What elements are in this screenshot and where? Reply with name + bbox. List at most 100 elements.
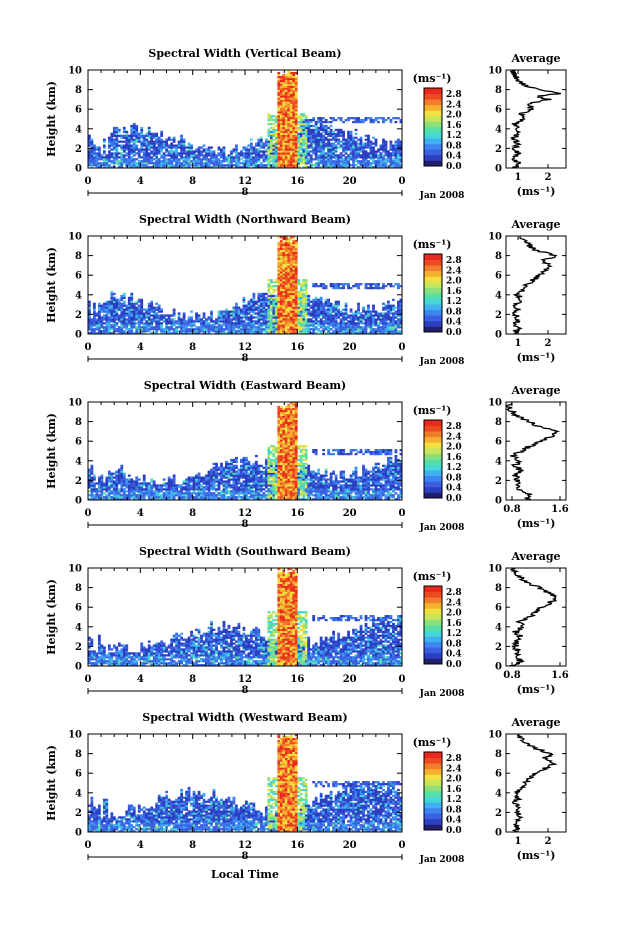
heatmap-cell — [160, 143, 163, 145]
heatmap-cell — [138, 322, 141, 324]
heatmap-cell — [275, 301, 278, 303]
heatmap-cell — [360, 328, 363, 330]
heatmap-cell — [292, 299, 295, 301]
heatmap-cell — [188, 330, 191, 332]
heatmap-cell — [335, 119, 338, 121]
heatmap-cell — [247, 150, 250, 152]
heatmap-cell — [292, 137, 295, 139]
heatmap-cell — [297, 299, 300, 301]
heatmap-cell — [163, 488, 166, 490]
heatmap-cell — [277, 86, 280, 88]
heatmap-cell — [350, 326, 353, 328]
heatmap-cell — [285, 254, 288, 256]
heatmap-cell — [115, 475, 118, 477]
heatmap-cell — [128, 137, 131, 139]
heatmap-cell — [310, 312, 313, 314]
heatmap-cell — [365, 119, 368, 121]
heatmap-cell — [342, 164, 345, 166]
heatmap-cell — [397, 285, 400, 287]
heatmap-cell — [387, 322, 390, 324]
heatmap-cell — [385, 162, 388, 164]
heatmap-cell — [290, 301, 293, 303]
heatmap-cell — [145, 309, 148, 311]
heatmap-cell — [185, 150, 188, 152]
heatmap-cell — [292, 258, 295, 260]
heatmap-cell — [380, 312, 383, 314]
heatmap-cell — [235, 310, 238, 312]
heatmap-cell — [135, 303, 138, 305]
heatmap-cell — [297, 144, 300, 146]
heatmap-cell — [267, 141, 270, 143]
heatmap-cell — [252, 301, 255, 303]
heatmap-cell — [148, 318, 151, 320]
heatmap-cell — [220, 156, 223, 158]
heatmap-cell — [215, 326, 218, 328]
heatmap-cell — [320, 330, 323, 332]
heatmap-cell — [267, 316, 270, 318]
heatmap-cell — [285, 256, 288, 258]
heatmap-cell — [337, 156, 340, 158]
heatmap-cell — [292, 123, 295, 125]
heatmap-cell — [120, 154, 123, 156]
heatmap-cell — [310, 125, 313, 127]
heatmap-cell — [160, 131, 163, 133]
heatmap-cell — [367, 320, 370, 322]
heatmap-cell — [360, 314, 363, 316]
colorbar-swatch — [424, 144, 442, 150]
heatmap-cell — [190, 318, 193, 320]
heatmap-cell — [317, 143, 320, 145]
heatmap-cell — [180, 490, 183, 492]
heatmap-cell — [155, 324, 158, 326]
heatmap-cell — [223, 330, 226, 332]
heatmap-cell — [275, 121, 278, 123]
heatmap-cell — [93, 150, 96, 152]
heatmap-cell — [178, 160, 181, 162]
heatmap-cell — [168, 164, 171, 166]
heatmap-cell — [277, 129, 280, 131]
heatmap-cell — [287, 287, 290, 289]
heatmap-cell — [290, 143, 293, 145]
heatmap-cell — [292, 287, 295, 289]
heatmap-cell — [168, 482, 171, 484]
heatmap-cell — [305, 281, 308, 283]
heatmap-cell — [200, 326, 203, 328]
heatmap-cell — [330, 148, 333, 150]
heatmap-cell — [382, 318, 385, 320]
heatmap-cell — [195, 488, 198, 490]
heatmap-cell — [327, 307, 330, 309]
heatmap-cell — [275, 115, 278, 117]
heatmap-cell — [218, 312, 221, 314]
heatmap-cell — [235, 309, 238, 311]
heatmap-cell — [138, 316, 141, 318]
heatmap-cell — [120, 156, 123, 158]
heatmap-cell — [225, 326, 228, 328]
heatmap-cell — [275, 316, 278, 318]
heatmap-cell — [290, 92, 293, 94]
heatmap-cell — [155, 309, 158, 311]
heatmap-cell — [310, 307, 313, 309]
heatmap-cell — [128, 494, 131, 496]
heatmap-cell — [255, 160, 258, 162]
heatmap-cell — [282, 80, 285, 82]
heatmap-cell — [315, 137, 318, 139]
heatmap-cell — [262, 310, 265, 312]
heatmap-cell — [113, 324, 116, 326]
heatmap-cell — [277, 111, 280, 113]
heatmap-cell — [282, 273, 285, 275]
heatmap-cell — [267, 160, 270, 162]
heatmap-cell — [280, 320, 283, 322]
heatmap-cell — [180, 137, 183, 139]
heatmap-cell — [93, 494, 96, 496]
heatmap-cell — [287, 314, 290, 316]
heatmap-cell — [208, 328, 211, 330]
heatmap-cell — [265, 143, 268, 145]
heatmap-cell — [95, 490, 98, 492]
heatmap-cell — [153, 150, 156, 152]
heatmap-cell — [282, 154, 285, 156]
heatmap-cell — [130, 492, 133, 494]
heatmap-cell — [145, 490, 148, 492]
heatmap-cell — [128, 144, 131, 146]
heatmap-cell — [143, 478, 146, 480]
heatmap-cell — [367, 137, 370, 139]
